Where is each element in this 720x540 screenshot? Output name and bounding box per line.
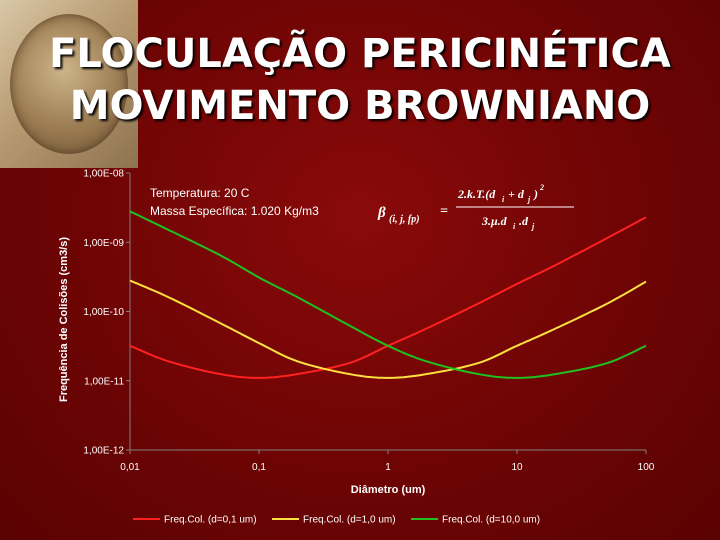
svg-text:=: = xyxy=(440,204,448,219)
medallion-relief xyxy=(10,14,128,154)
x-tick-label: 100 xyxy=(638,462,655,473)
x-axis-label: Diâmetro (um) xyxy=(351,484,426,496)
annotation-temperature: Temperatura: 20 C xyxy=(150,186,250,200)
series-line-1 xyxy=(129,216,647,379)
svg-text:(i, j, fp): (i, j, fp) xyxy=(389,214,420,225)
svg-text:3.μ.d: 3.μ.d xyxy=(481,214,508,228)
x-tick-label: 0,1 xyxy=(252,462,266,473)
svg-text:2.k.T.(d: 2.k.T.(d xyxy=(457,187,496,201)
series-line-2 xyxy=(129,279,647,379)
svg-text:): ) xyxy=(533,187,538,201)
chart-axes: 1,00E-08 1,00E-09 1,00E-10 1,00E-11 1,00E-12… xyxy=(58,169,655,497)
svg-text:j: j xyxy=(530,222,535,231)
y-tick-label: 1,00E-09 xyxy=(83,238,124,249)
legend-label-1: Freq.Col. (d=0,1 um) xyxy=(164,515,257,526)
svg-text:i: i xyxy=(513,222,516,231)
annotation-density: Massa Específica: 1.020 Kg/m3 xyxy=(150,204,319,218)
y-tick-label: 1,00E-11 xyxy=(84,376,124,387)
y-tick-label: 1,00E-12 xyxy=(83,446,124,457)
svg-text:j: j xyxy=(526,195,531,204)
chart-series xyxy=(129,210,647,379)
series-line-3 xyxy=(129,210,647,379)
svg-text:.d: .d xyxy=(519,214,529,228)
medallion-image xyxy=(0,0,138,168)
formula-graphic: β (i, j, fp) = 2.k.T.(d i + d j ) 2 3.μ.… xyxy=(377,183,574,231)
legend-label-3: Freq.Col. (d=10,0 um) xyxy=(442,515,540,526)
slide-title: FLOCULAÇÃO PERICINÉTICA MOVIMENTO BROWNI… xyxy=(0,28,720,132)
x-tick-label: 10 xyxy=(511,462,523,473)
svg-text:β: β xyxy=(377,205,386,221)
title-line-1: FLOCULAÇÃO PERICINÉTICA xyxy=(49,31,671,77)
y-tick-label: 1,00E-10 xyxy=(83,307,124,318)
chart-legend: Freq.Col. (d=0,1 um) Freq.Col. (d=1,0 um)… xyxy=(133,515,540,526)
x-tick-label: 1 xyxy=(385,462,391,473)
svg-text:2: 2 xyxy=(539,183,544,192)
y-tick-label: 1,00E-08 xyxy=(83,169,124,180)
x-tick-label: 0,01 xyxy=(120,462,140,473)
title-line-2: MOVIMENTO BROWNIANO xyxy=(69,83,651,129)
svg-text:+ d: + d xyxy=(508,187,525,201)
legend-label-2: Freq.Col. (d=1,0 um) xyxy=(303,515,396,526)
svg-text:i: i xyxy=(502,195,505,204)
y-axis-label: Frequência de Colisões (cm3/s) xyxy=(58,237,70,402)
